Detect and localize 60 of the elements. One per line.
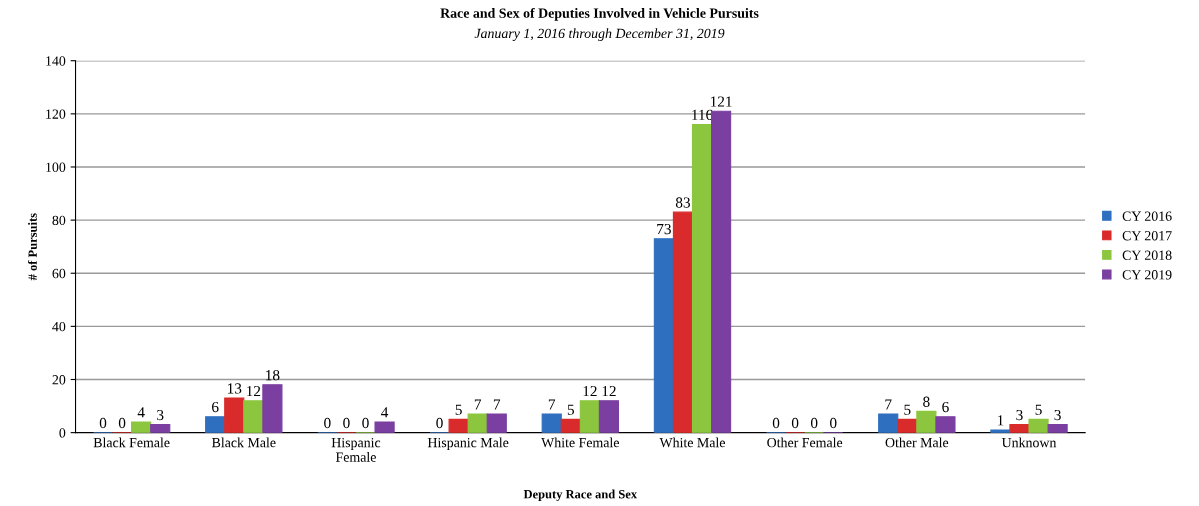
y-tick-label: 40 (52, 321, 66, 332)
legend-label: CY 2017 (1122, 231, 1172, 241)
x-tick-label: White Female (541, 437, 619, 448)
legend-label: CY 2016 (1122, 211, 1172, 221)
x-tick-label: Black Male (211, 437, 276, 448)
data-label: 5 (1035, 404, 1042, 415)
data-label: 13 (227, 383, 242, 394)
data-label: 7 (493, 399, 501, 410)
data-label: 12 (583, 385, 597, 397)
y-tick-label: 0 (59, 428, 66, 438)
x-tick-label: Black Female (93, 437, 170, 448)
data-label: 0 (772, 417, 780, 429)
data-label: 0 (324, 417, 331, 429)
data-label: 121 (710, 96, 732, 107)
data-label: 5 (567, 404, 574, 415)
data-label: 0 (830, 417, 837, 429)
data-label: 0 (99, 417, 107, 429)
x-tick-label: Other Female (767, 437, 843, 448)
y-tick-label: 120 (46, 109, 66, 119)
y-tick-label: 20 (52, 375, 66, 385)
data-label: 3 (1016, 409, 1023, 421)
legend-label: CY 2018 (1122, 250, 1172, 260)
y-tick-label: 80 (52, 215, 66, 226)
data-label: 7 (474, 399, 482, 410)
data-label: 4 (137, 407, 145, 418)
y-tick-label: 140 (46, 56, 66, 66)
x-tick-label: Hispanic Female (331, 437, 381, 462)
data-label: 83 (675, 197, 690, 208)
data-label: 73 (657, 223, 671, 235)
data-label: 0 (362, 417, 369, 429)
data-label: 7 (548, 399, 556, 410)
data-label: 3 (1054, 409, 1061, 421)
data-label: 1 (997, 415, 1004, 426)
data-label: 4 (381, 407, 389, 418)
data-label: 6 (212, 401, 219, 413)
data-label: 12 (247, 385, 261, 397)
y-tick-label: 100 (46, 162, 66, 172)
x-tick-label: Other Male (885, 437, 949, 448)
data-label: 3 (157, 409, 164, 421)
x-axis-title: Deputy Race and Sex (523, 489, 638, 501)
data-label: 12 (602, 385, 616, 397)
data-label: 0 (343, 417, 350, 429)
y-tick-label: 60 (52, 268, 66, 279)
data-label: 7 (885, 399, 892, 410)
data-label: 0 (118, 417, 126, 429)
data-label: 0 (791, 417, 799, 429)
chart-title: Race and Sex of Deputies Involved in Vehicle Pursuits (440, 7, 759, 21)
x-tick-label: Hispanic Male (427, 437, 509, 451)
data-label: 5 (904, 404, 911, 415)
data-label: 0 (810, 417, 818, 429)
data-label: 8 (923, 396, 930, 407)
data-label: 5 (455, 404, 462, 415)
x-tick-label: White Male (659, 437, 725, 448)
x-tick-label: Unknown (1001, 437, 1057, 448)
data-label: 18 (266, 370, 280, 381)
chart-subtitle: January 1, 2016 through December 31, 2019 (474, 28, 725, 41)
data-label: 6 (942, 401, 949, 413)
y-axis-title: # of Pursuits (27, 213, 37, 281)
data-label: 0 (436, 417, 443, 429)
legend-label: CY 2019 (1122, 270, 1172, 280)
